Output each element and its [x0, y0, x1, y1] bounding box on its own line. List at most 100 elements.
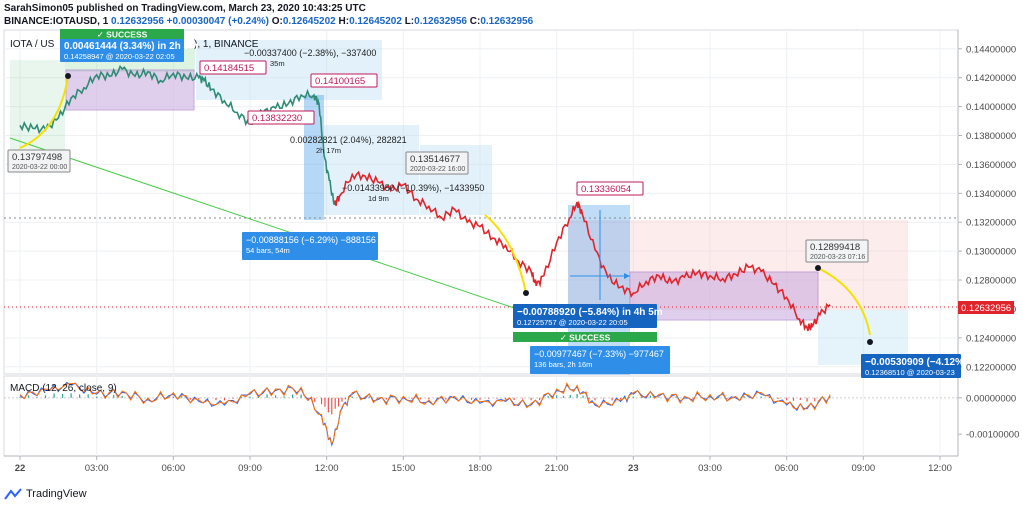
measure-line1: −0.00788920 (−5.84%) in 4h 5m [517, 307, 663, 318]
x-tick-label: 15:00 [391, 463, 415, 474]
measure-box[interactable] [242, 232, 378, 260]
x-tick-label: 06:00 [161, 463, 185, 474]
x-tick-label: 06:00 [775, 463, 799, 474]
price-axis[interactable]: 0.14400000 0.14200000 0.14000000 0.13800000… [958, 44, 1016, 373]
macd-signal-line [19, 382, 831, 445]
macd-pane[interactable] [3, 375, 959, 457]
measure-box[interactable] [861, 354, 961, 378]
price-label-box[interactable] [247, 110, 315, 125]
macd-legend: MACD (12, 26, close, 9) [10, 383, 117, 394]
x-tick-label: 03:00 [698, 463, 722, 474]
x-tick-label: 03:00 [85, 463, 109, 474]
x-tick-label: 09:00 [851, 463, 875, 474]
price-label-date: 2020-03-23 07:16 [810, 254, 865, 261]
high-value: 0.12645202 [349, 16, 402, 27]
current-price-tag-text: 0.12632956 [961, 303, 1011, 314]
y-tick-label: 0.13000000 [966, 247, 1016, 258]
symbol: BINANCE:IOTAUSD, 1 [4, 16, 109, 27]
marker-low [523, 290, 529, 296]
macd-series [4, 381, 958, 447]
price-label-box[interactable] [805, 239, 869, 263]
publisher-line: SarahSimon05 published on TradingView.co… [4, 3, 366, 14]
arc-3 [817, 267, 871, 336]
tradingview-logo-icon [4, 488, 22, 500]
main-legend: IOTA / US [10, 39, 55, 50]
price-label-box[interactable] [576, 181, 644, 196]
measure-line1: −0.00337400 (−2.38%), −337400 [244, 48, 376, 58]
macd-line [19, 381, 831, 447]
measure-line1: −0.00530909 (−4.12% [865, 357, 964, 368]
measure-box[interactable] [513, 304, 657, 328]
price-label-date: 2020-03-22 00:00 [12, 164, 67, 171]
marker-bottom [867, 339, 873, 345]
measure-line2: 0.12725757 @ 2020-03-22 20:05 [517, 318, 628, 327]
arrow-right-head [624, 273, 630, 279]
trend-line-green [9, 137, 527, 313]
current-price-tag [958, 301, 1014, 314]
measure-line1: 0.00461444 (3.34%) in 2h 5m [64, 41, 198, 52]
price-label-box[interactable] [199, 60, 267, 75]
price-label-text: 0.12899418 [810, 242, 860, 253]
measure-box[interactable] [60, 38, 184, 62]
y-tick-label: 0.14000000 [966, 102, 1016, 113]
measure-line2: 54 bars, 54m [246, 246, 290, 255]
measure-line1: −0.00977467 (−7.33%) −977467 [534, 349, 664, 359]
macd-axis: 0.00000000 -0.00100000 [958, 393, 1019, 441]
marker-top [65, 73, 71, 79]
marker-1289 [815, 265, 821, 271]
measure-line1: 0.00282821 (2.04%), 282821 [290, 135, 407, 145]
y-tick-label: 0.12400000 [966, 333, 1016, 344]
range-box-top [65, 69, 195, 111]
x-tick-label: 12:00 [928, 463, 952, 474]
price-series-early [19, 64, 336, 206]
measure-line2: 35m [270, 59, 285, 68]
price-label-text: 0.13514677 [410, 154, 460, 165]
measure-line2: 1d 9m [368, 194, 389, 203]
x-tick-label: 21:00 [545, 463, 569, 474]
success-badge [60, 29, 184, 39]
price-change: +0.00030047 (+0.24%) [166, 16, 269, 27]
price-series-line [333, 170, 831, 332]
price-label-text: 0.13797498 [12, 152, 62, 163]
short-zone-drop [304, 95, 324, 220]
y-tick-label: 0.13200000 [966, 218, 1016, 229]
success-badge-text: ✓ SUCCESS [560, 333, 611, 343]
low-value: 0.12632956 [414, 16, 467, 27]
measure-box[interactable] [530, 346, 670, 374]
short-zone-teal [324, 125, 419, 215]
y-tick-label: 0.13600000 [966, 160, 1016, 171]
y-tick-label: 0.13800000 [966, 131, 1016, 142]
arc-2 [484, 214, 527, 294]
y-tick-label: 0.12800000 [966, 276, 1016, 287]
price-label-box[interactable] [405, 151, 469, 175]
tradingview-logo[interactable]: TradingView [4, 488, 87, 500]
success-badge [513, 332, 657, 342]
price-label-text: 0.13336054 [581, 184, 631, 195]
y-tick-label: 0.14200000 [966, 73, 1016, 84]
price-label-text: 0.14100165 [315, 76, 365, 87]
measure-line2: 2h 17m [316, 146, 341, 155]
measure-line2: 136 bars, 2h 16m [534, 360, 592, 369]
macd-tick-label: 0.00000000 [966, 393, 1016, 404]
measure-line2: 0.12368510 @ 2020-03-23 [865, 368, 955, 377]
y-tick-label: 0.13400000 [966, 189, 1016, 200]
open-value: 0.12645202 [282, 16, 336, 27]
symbol-ohlc-line: BINANCE:IOTAUSD, 1 0.12632956 +0.0003004… [4, 16, 534, 27]
x-tick-label: 09:00 [238, 463, 262, 474]
macd-tick-label: -0.00100000 [966, 430, 1019, 441]
arc-1 [19, 75, 69, 149]
x-tick-label: 18:00 [468, 463, 492, 474]
last-price: 0.12632956 [111, 16, 164, 27]
close-value: 0.12632956 [480, 16, 534, 27]
tradingview-logo-text: TradingView [26, 488, 87, 500]
measure-line1: −0.01433950 (−10.39%), −1433950 [342, 183, 484, 193]
measure-line1: −0.00888156 (−6.29%) −888156 [246, 235, 376, 245]
measure-line2: 0.14258947 @ 2020-03-22 02:05 [64, 52, 175, 61]
price-label-box[interactable] [7, 149, 71, 173]
time-axis[interactable]: 22 03:00 06:00 09:00 12:00 15:00 18:00 21:00 23 0… [15, 456, 952, 474]
price-label-box[interactable] [310, 73, 378, 88]
main-legend-tail: ), 1, BINANCE [194, 39, 259, 50]
success-badge-text: ✓ SUCCESS [97, 30, 148, 40]
